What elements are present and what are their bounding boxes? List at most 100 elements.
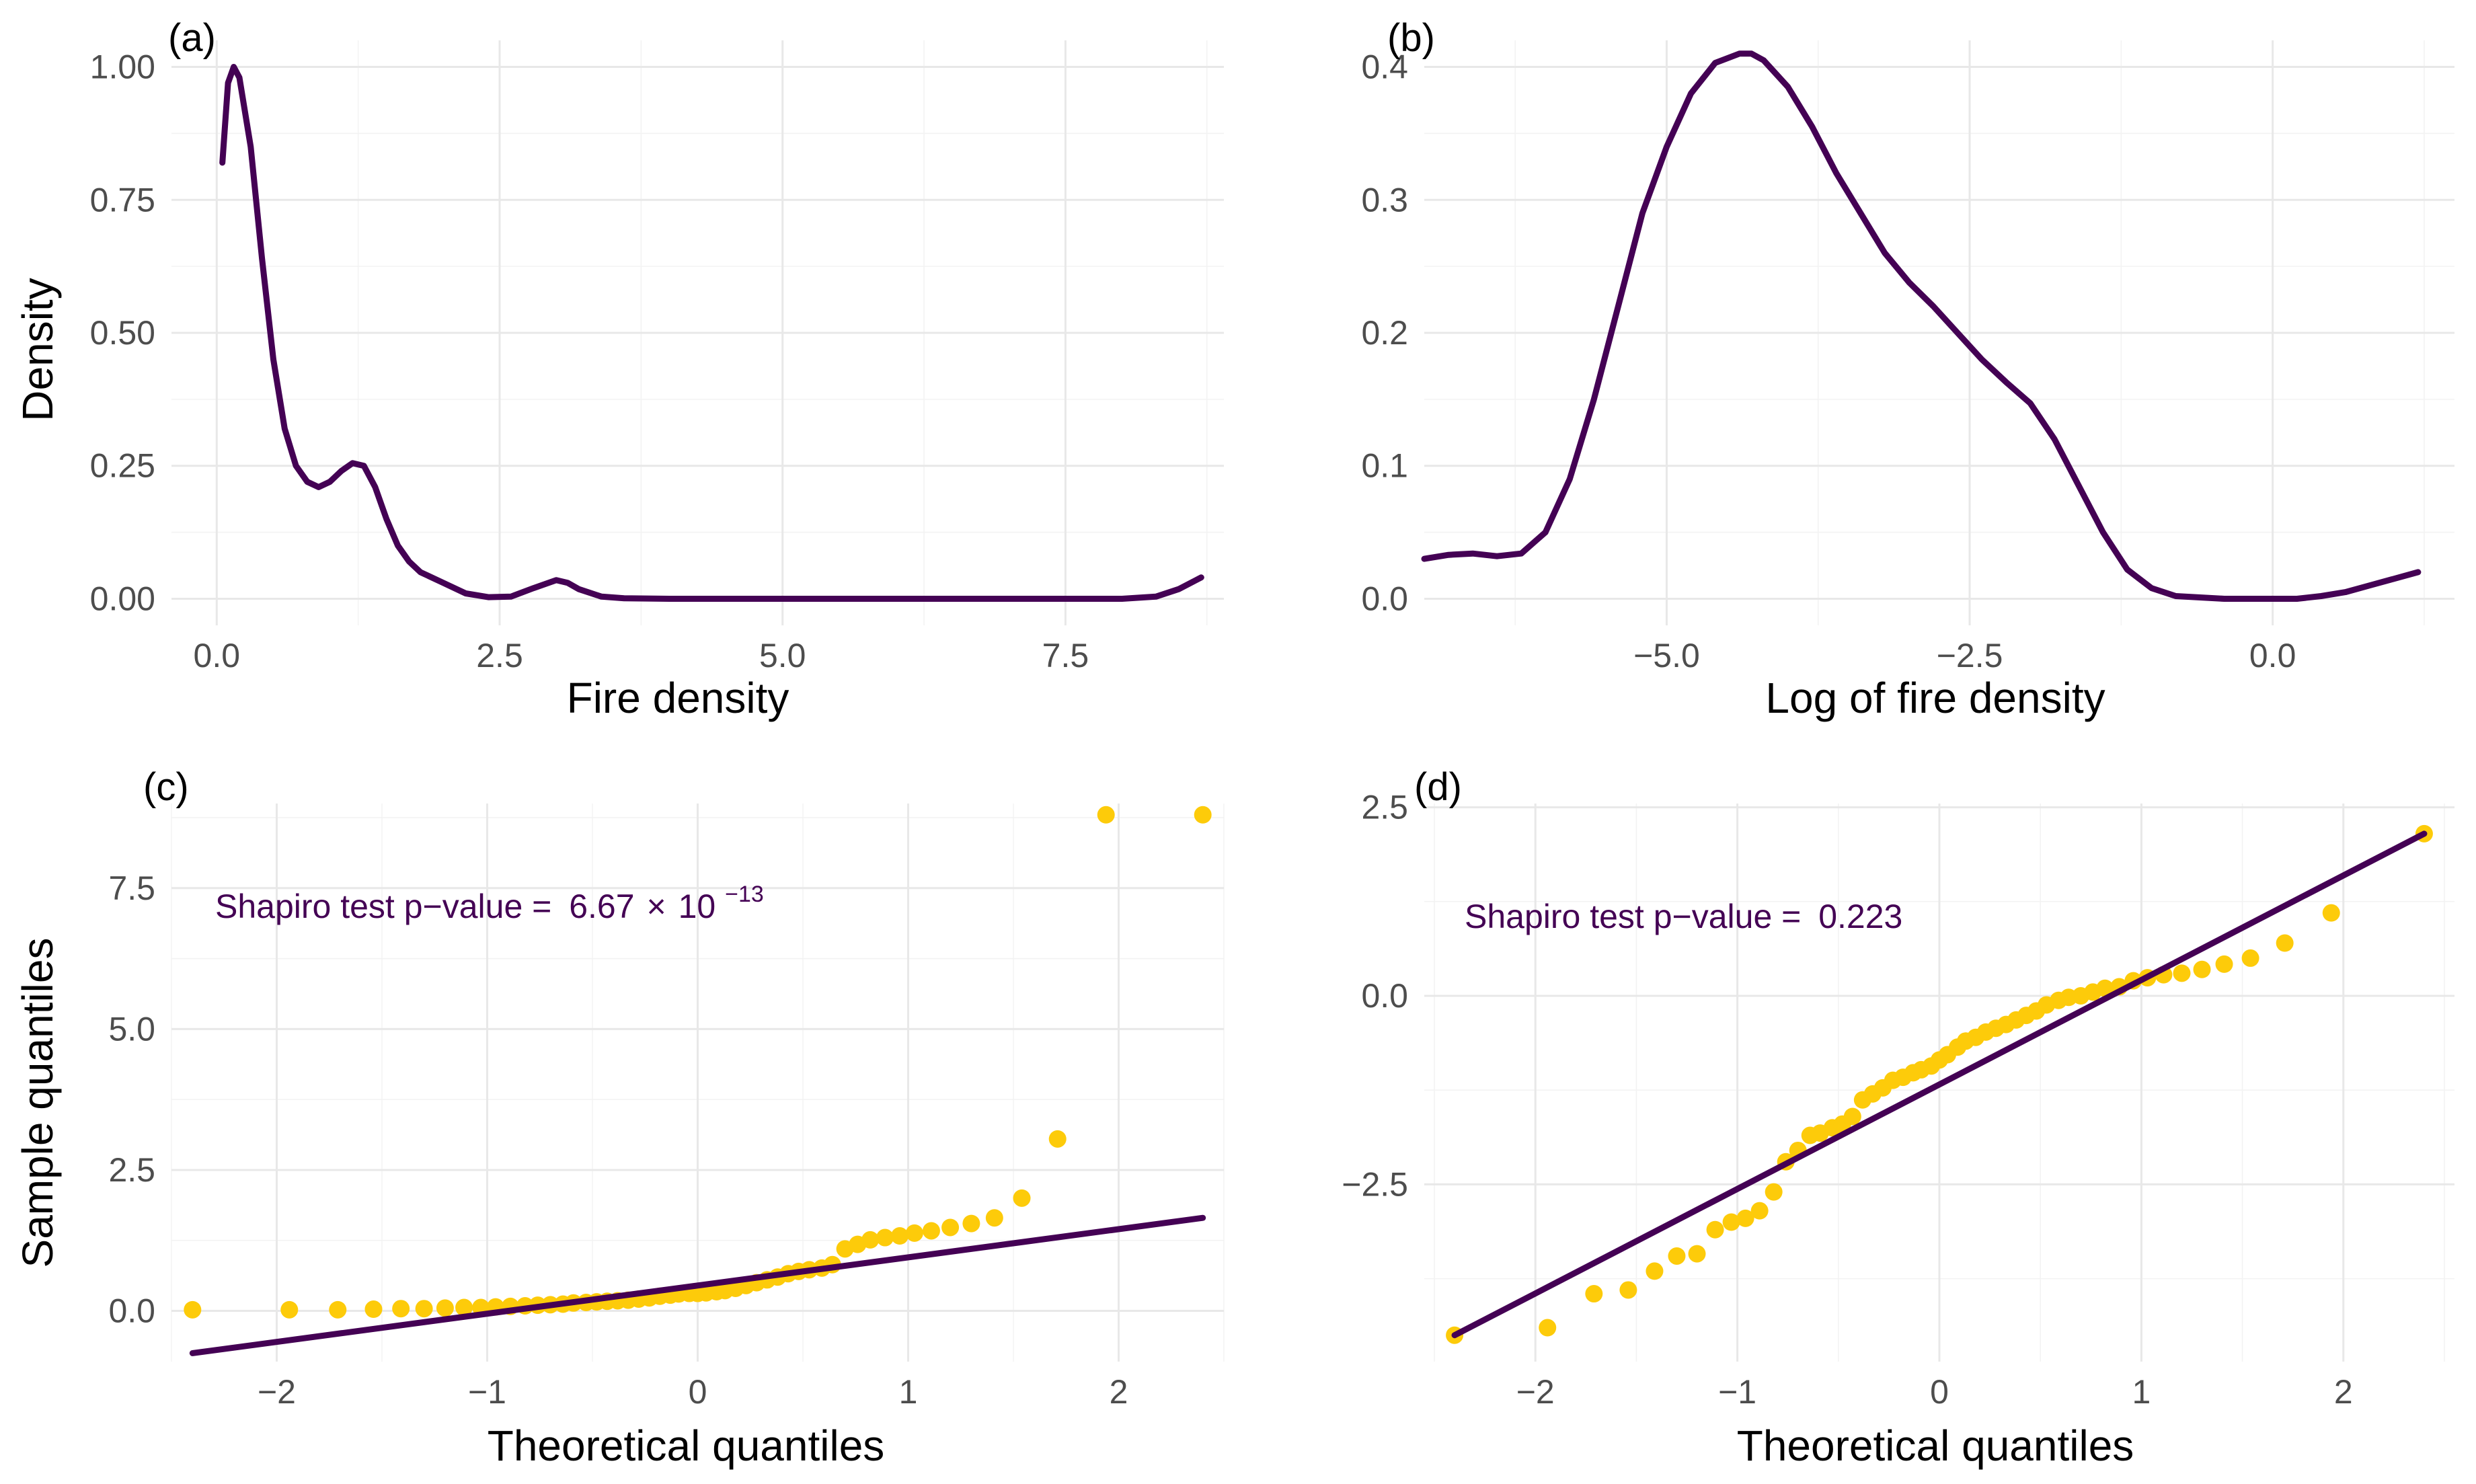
qq-point <box>364 1300 383 1319</box>
panel-label-a: (a) <box>168 16 216 60</box>
panel-d-qq-plot-log: −2 −1 0 1 2 −2.5 0.0 2.5 (d) Theoretical quanti… <box>1342 765 2454 1470</box>
qq-point <box>436 1299 454 1317</box>
qq-point <box>1194 806 1212 824</box>
qq-point <box>1619 1281 1637 1299</box>
y-axis-label-c: Sample quantiles <box>13 938 62 1268</box>
x-tick-label: 7.5 <box>1042 637 1089 674</box>
x-axis-label-d: Theoretical quantiles <box>1737 1421 2134 1470</box>
qq-point <box>861 1231 880 1249</box>
y-tick-label: 0.0 <box>108 1292 155 1330</box>
shapiro-annotation-d: Shapiro test p−value = 0.223 <box>1465 898 1902 935</box>
qq-point <box>1013 1189 1031 1207</box>
y-tick-label: 0.75 <box>90 181 155 219</box>
y-tick-label: 0.25 <box>90 447 155 485</box>
qq-point <box>415 1300 433 1318</box>
y-tick-label: 0.00 <box>90 580 155 617</box>
x-tick-label: 2 <box>1110 1373 1128 1411</box>
shapiro-prefix-d: Shapiro test p−value = <box>1465 898 1810 935</box>
shapiro-annotation-c: Shapiro test p−value = 6.67 × 10 −13 <box>215 882 764 925</box>
qq-point <box>2241 949 2259 967</box>
y-tick-label: 0.0 <box>1361 977 1408 1015</box>
x-tick-label: 0 <box>1930 1373 1949 1411</box>
qq-point <box>1646 1262 1664 1280</box>
y-tick-label: 1.00 <box>90 48 155 86</box>
qq-point <box>392 1300 410 1318</box>
qq-point <box>2322 904 2340 922</box>
qq-point <box>2096 979 2114 997</box>
y-tick-label: 7.5 <box>108 869 155 907</box>
x-tick-label: −1 <box>468 1373 506 1411</box>
qq-point <box>1097 806 1115 824</box>
panel-label-c: (c) <box>143 765 189 809</box>
shapiro-value-d: 0.223 <box>1818 898 1902 935</box>
x-tick-label: −2.5 <box>1937 637 2003 674</box>
x-tick-label: −1 <box>1718 1373 1756 1411</box>
x-axis-label-a: Fire density <box>567 674 789 722</box>
qq-point <box>1048 1130 1067 1148</box>
qq-point <box>1585 1285 1603 1303</box>
x-tick-label: 0 <box>689 1373 707 1411</box>
qq-reference-line <box>1451 830 2428 1339</box>
qq-point <box>1722 1213 1740 1231</box>
shapiro-exponent-c: −13 <box>725 882 764 907</box>
y-tick-label: 0.3 <box>1361 181 1408 219</box>
shapiro-base-c: 10 <box>679 888 716 925</box>
qq-point <box>962 1214 980 1233</box>
x-tick-label: 5.0 <box>759 637 806 674</box>
qq-point <box>1750 1202 1769 1220</box>
qq-point <box>985 1209 1003 1227</box>
panel-c-qq-plot: −2 −1 0 1 2 0.0 2.5 5.0 7.5 (c) Theoretical quan… <box>13 765 1225 1470</box>
qq-point <box>2173 964 2191 982</box>
x-tick-label: 0.0 <box>2249 637 2296 674</box>
x-tick-label: −2 <box>258 1373 296 1411</box>
qq-point <box>905 1224 923 1242</box>
qq-point <box>890 1227 908 1245</box>
y-tick-label: 0.50 <box>90 314 155 352</box>
qq-reference-line <box>189 1214 1206 1356</box>
x-axis-label-b: Log of fire density <box>1765 674 2105 722</box>
y-tick-label: 2.5 <box>1361 789 1408 826</box>
x-tick-label: 2.5 <box>476 637 523 674</box>
panel-a-density-plot: 0.0 2.5 5.0 7.5 0.00 0.25 0.50 0.75 1.00 (a) Fir… <box>13 16 1224 722</box>
shapiro-mantissa-c: 6.67 <box>569 888 634 925</box>
qq-point <box>280 1300 299 1319</box>
y-tick-label: 5.0 <box>108 1010 155 1048</box>
panel-label-d: (d) <box>1414 765 1462 809</box>
qq-point <box>184 1300 202 1319</box>
y-tick-label: 2.5 <box>108 1151 155 1189</box>
qq-point <box>1706 1220 1724 1239</box>
shapiro-times-c: × <box>646 888 666 925</box>
y-tick-label: 0.2 <box>1361 314 1408 352</box>
qq-point <box>1843 1107 1861 1126</box>
panel-b-log-density-plot: −5.0 −2.5 0.0 0.0 0.1 0.2 0.3 0.4 (b) Log of fi… <box>1361 16 2454 722</box>
x-tick-label: 0.0 <box>194 637 241 674</box>
qq-point <box>1539 1319 1557 1337</box>
qq-point <box>455 1298 473 1317</box>
qq-point <box>922 1222 940 1240</box>
x-tick-label: −2 <box>1516 1373 1555 1411</box>
y-tick-label: 0.1 <box>1361 447 1408 485</box>
panel-label-b: (b) <box>1387 16 1435 60</box>
y-tick-label: −2.5 <box>1342 1165 1408 1203</box>
qq-point <box>2215 955 2233 973</box>
x-tick-label: 1 <box>2132 1373 2151 1411</box>
x-tick-label: 1 <box>899 1373 918 1411</box>
qq-point <box>876 1228 894 1247</box>
qq-point <box>2193 960 2211 978</box>
density-curve <box>1421 50 2422 602</box>
x-tick-label: 2 <box>2334 1373 2353 1411</box>
y-tick-label: 0.0 <box>1361 580 1408 617</box>
qq-point <box>1765 1183 1783 1201</box>
x-axis-label-c: Theoretical quantiles <box>488 1421 885 1470</box>
qq-point <box>329 1300 347 1319</box>
qq-point <box>1668 1247 1686 1265</box>
density-curve <box>219 64 1204 602</box>
qq-point <box>941 1218 960 1237</box>
qq-point <box>1736 1209 1754 1227</box>
y-axis-label-a: Density <box>13 278 62 421</box>
x-tick-label: −5.0 <box>1633 637 1700 674</box>
y-tick-label: 0.4 <box>1361 48 1408 86</box>
qq-point <box>2276 934 2294 952</box>
shapiro-prefix-c: Shapiro test p−value = <box>215 888 561 925</box>
